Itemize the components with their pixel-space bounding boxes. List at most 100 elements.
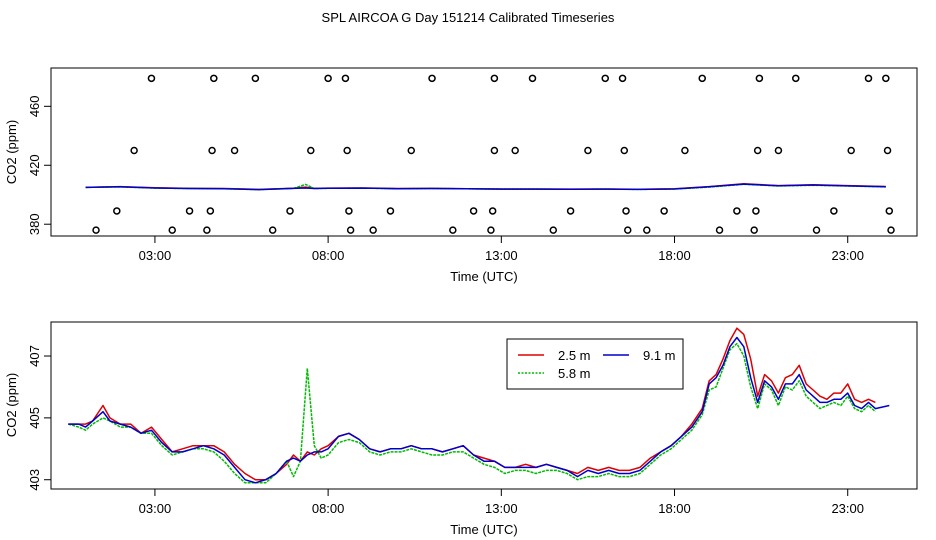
y-tick-label: 380 xyxy=(27,213,42,235)
top-plot-frame xyxy=(50,67,918,237)
top-series-lines xyxy=(85,183,886,191)
marker-point xyxy=(847,146,855,155)
legend-box xyxy=(506,338,684,390)
y-tick-label: 420 xyxy=(27,154,42,176)
bottom-series-lines xyxy=(68,327,890,484)
x-tick-label: 03:00 xyxy=(139,248,172,263)
x-tick-label: 23:00 xyxy=(831,501,864,516)
bottom-plot-frame xyxy=(50,321,918,490)
legend-label-2-5m: 2.5 m xyxy=(558,348,591,363)
marker-point xyxy=(210,74,218,83)
marker-point xyxy=(618,74,627,83)
marker-point xyxy=(369,226,377,234)
marker-point xyxy=(883,146,892,155)
bottom-y-axis: 403 405 407 xyxy=(27,345,51,491)
marker-point xyxy=(733,207,741,215)
marker-point xyxy=(681,146,689,155)
legend-label-5-8m: 5.8 m xyxy=(558,366,591,381)
marker-point xyxy=(407,146,416,155)
marker-point xyxy=(203,226,211,234)
marker-point xyxy=(643,226,651,234)
marker-point xyxy=(698,74,706,83)
top-x-axis: 03:00 08:00 13:00 18:00 23:00 xyxy=(139,236,864,263)
marker-point xyxy=(449,226,457,234)
marker-point xyxy=(230,146,239,155)
top-y-axis-label: CO2 (ppm) xyxy=(4,120,19,184)
marker-point xyxy=(92,226,100,234)
marker-point xyxy=(113,207,121,215)
figure-title: SPL AIRCOA G Day 151214 Calibrated Times… xyxy=(322,10,615,25)
marker-point xyxy=(268,226,277,234)
marker-point xyxy=(490,74,499,83)
series-line-5-8-m xyxy=(68,342,876,484)
bottom-x-axis: 03:00 08:00 13:00 18:00 23:00 xyxy=(139,489,864,516)
marker-point xyxy=(386,207,395,215)
marker-point xyxy=(346,226,355,234)
bottom-y-axis-label: CO2 (ppm) xyxy=(4,373,19,437)
marker-point xyxy=(341,74,350,83)
x-tick-label: 18:00 xyxy=(658,248,691,263)
bottom-x-axis-label: Time (UTC) xyxy=(450,522,517,537)
marker-point xyxy=(208,146,216,155)
bottom-panel: 03:00 08:00 13:00 18:00 23:00 403 405 407 Time… xyxy=(4,321,918,537)
y-tick-label: 460 xyxy=(27,95,42,117)
marker-point xyxy=(488,207,497,215)
marker-point xyxy=(490,146,499,155)
marker-point xyxy=(882,74,890,83)
marker-point xyxy=(622,207,630,215)
marker-point xyxy=(147,74,156,83)
marker-point xyxy=(345,207,353,215)
marker-point xyxy=(830,207,838,215)
y-tick-label: 403 xyxy=(27,469,42,491)
marker-point xyxy=(864,74,873,83)
x-tick-label: 18:00 xyxy=(658,501,691,516)
marker-point xyxy=(750,226,758,234)
marker-point xyxy=(812,226,821,234)
marker-point xyxy=(469,207,478,215)
marker-point xyxy=(620,146,629,155)
x-tick-label: 03:00 xyxy=(139,501,172,516)
marker-point xyxy=(324,74,332,83)
marker-point xyxy=(168,226,176,234)
marker-point xyxy=(286,207,294,215)
top-panel: 03:00 08:00 13:00 18:00 23:00 380 420 460 Time… xyxy=(4,67,918,284)
marker-point xyxy=(185,207,194,215)
x-tick-label: 13:00 xyxy=(485,501,518,516)
legend: 2.5 m 9.1 m 5.8 m xyxy=(506,338,684,390)
series-line-9-1-m xyxy=(68,336,890,484)
marker-point xyxy=(487,226,495,234)
marker-point xyxy=(549,226,558,234)
top-y-axis: 380 420 460 xyxy=(27,95,51,235)
marker-point xyxy=(130,146,138,155)
marker-point xyxy=(660,207,668,215)
marker-point xyxy=(307,146,315,155)
x-tick-label: 23:00 xyxy=(831,248,864,263)
marker-point xyxy=(206,207,215,215)
y-tick-label: 405 xyxy=(27,407,42,429)
marker-point xyxy=(528,74,537,83)
marker-point xyxy=(774,146,783,155)
marker-point xyxy=(566,207,575,215)
x-tick-label: 08:00 xyxy=(312,501,345,516)
marker-point xyxy=(624,226,632,234)
marker-point xyxy=(752,207,760,215)
marker-point xyxy=(755,74,764,83)
top-marker-points xyxy=(92,74,895,234)
marker-point xyxy=(428,74,436,83)
marker-point xyxy=(251,74,260,83)
x-tick-label: 13:00 xyxy=(485,248,518,263)
legend-label-9-1m: 9.1 m xyxy=(643,348,676,363)
marker-point xyxy=(584,146,592,155)
marker-point xyxy=(792,74,800,83)
marker-point xyxy=(601,74,609,83)
top-x-axis-label: Time (UTC) xyxy=(450,269,517,284)
y-tick-label: 407 xyxy=(27,345,42,367)
marker-point xyxy=(885,207,894,215)
marker-point xyxy=(887,226,895,234)
marker-point xyxy=(511,146,519,155)
marker-point xyxy=(715,226,724,234)
marker-point xyxy=(343,146,351,155)
x-tick-label: 08:00 xyxy=(312,248,345,263)
series-line-9-1-m xyxy=(85,183,886,191)
